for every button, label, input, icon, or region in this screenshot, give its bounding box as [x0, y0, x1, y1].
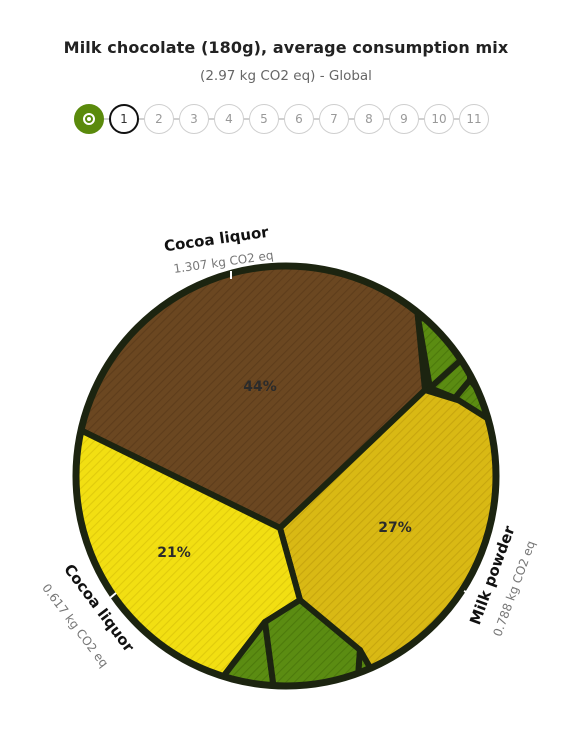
label-tick: [463, 590, 472, 595]
stepper-connector: [104, 118, 109, 120]
stepper-connector: [174, 118, 179, 120]
stepper-step-5[interactable]: 5: [249, 104, 279, 134]
label-tick: [109, 592, 117, 599]
stepper-connector: [244, 118, 249, 120]
stepper-step-6[interactable]: 6: [284, 104, 314, 134]
cell-percent-label: 21%: [157, 545, 191, 561]
stepper-step-2[interactable]: 2: [144, 104, 174, 134]
stepper-home-button[interactable]: [74, 104, 104, 134]
stepper-connector: [279, 118, 284, 120]
stepper-connector: [419, 118, 424, 120]
stepper-connector: [454, 118, 459, 120]
stepper-step-11[interactable]: 11: [459, 104, 489, 134]
cell-percent-label: 27%: [378, 520, 412, 536]
stepper-step-4[interactable]: 4: [214, 104, 244, 134]
target-icon: [83, 113, 95, 125]
stepper-connector: [314, 118, 319, 120]
stepper-step-8[interactable]: 8: [354, 104, 384, 134]
chart-title: Milk chocolate (180g), average consumpti…: [63, 38, 509, 57]
stepper-connector: [209, 118, 214, 120]
stepper-step-1[interactable]: 1: [109, 104, 139, 134]
stepper-step-10[interactable]: 10: [424, 104, 454, 134]
stepper-step-7[interactable]: 7: [319, 104, 349, 134]
level-stepper: 1 2 3 4 5 6 7 8 9 10 11: [74, 104, 489, 134]
stepper-connector: [139, 118, 144, 120]
chart-outline: [72, 262, 500, 690]
stepper-step-3[interactable]: 3: [179, 104, 209, 134]
chart-subtitle: (2.97 kg CO2 eq) - Global: [200, 68, 372, 84]
stepper-connector: [349, 118, 354, 120]
stepper-step-9[interactable]: 9: [389, 104, 419, 134]
cell-percent-label: 44%: [243, 379, 277, 395]
stepper-connector: [384, 118, 389, 120]
